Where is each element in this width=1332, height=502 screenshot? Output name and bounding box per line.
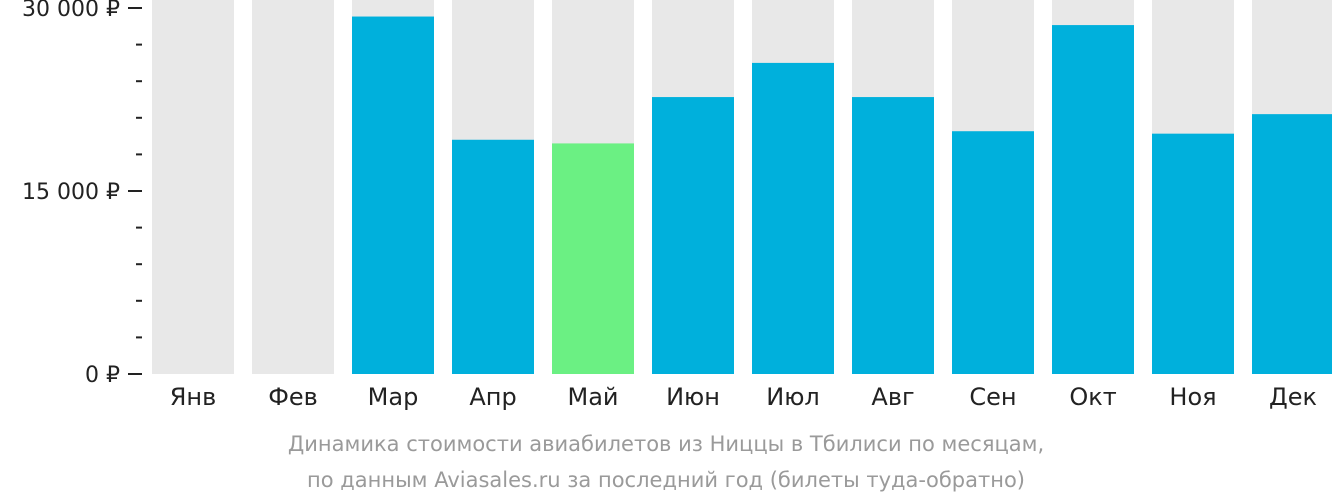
bar-6 [652,97,734,374]
bar-5 [552,143,634,374]
bar-9 [952,131,1034,374]
bar-3 [352,16,434,374]
x-tick-label-9: Сен [969,383,1016,411]
bar-4 [452,139,534,374]
chart-caption-line-1: Динамика стоимости авиабилетов из Ниццы … [287,432,1045,456]
x-tick-label-4: Апр [469,383,516,411]
y-tick-label-2: 15 000 ₽ [22,180,120,205]
x-tick-label-12: Дек [1269,383,1317,411]
bar-12 [1252,114,1332,374]
x-axis-labels: Янв Фев Мар Апр Май Июн Июл Авг Сен Окт Ноя Дек [170,383,1317,411]
chart-caption-line-2: по данным Aviasales.ru за последний год … [307,468,1025,492]
bar-background-2 [252,0,334,374]
value-bars [352,16,1332,375]
bar-11 [1152,133,1234,374]
x-tick-label-11: Ноя [1169,383,1216,411]
x-tick-label-8: Авг [871,383,914,411]
x-tick-label-1: Янв [170,383,217,411]
bar-background-1 [152,0,234,374]
bar-8 [852,97,934,374]
x-tick-label-2: Фев [268,383,318,411]
y-axis: 30 000 ₽ 15 000 ₽ 0 ₽ [22,0,142,388]
x-tick-label-5: Май [567,383,618,411]
x-tick-label-3: Мар [368,383,419,411]
x-tick-label-6: Июн [666,383,720,411]
x-tick-label-10: Окт [1069,383,1116,411]
y-tick-label-3: 0 ₽ [85,363,120,388]
bar-7 [752,62,834,375]
x-tick-label-7: Июл [766,383,820,411]
bar-10 [1052,25,1134,375]
y-tick-label-1: 30 000 ₽ [22,0,120,22]
